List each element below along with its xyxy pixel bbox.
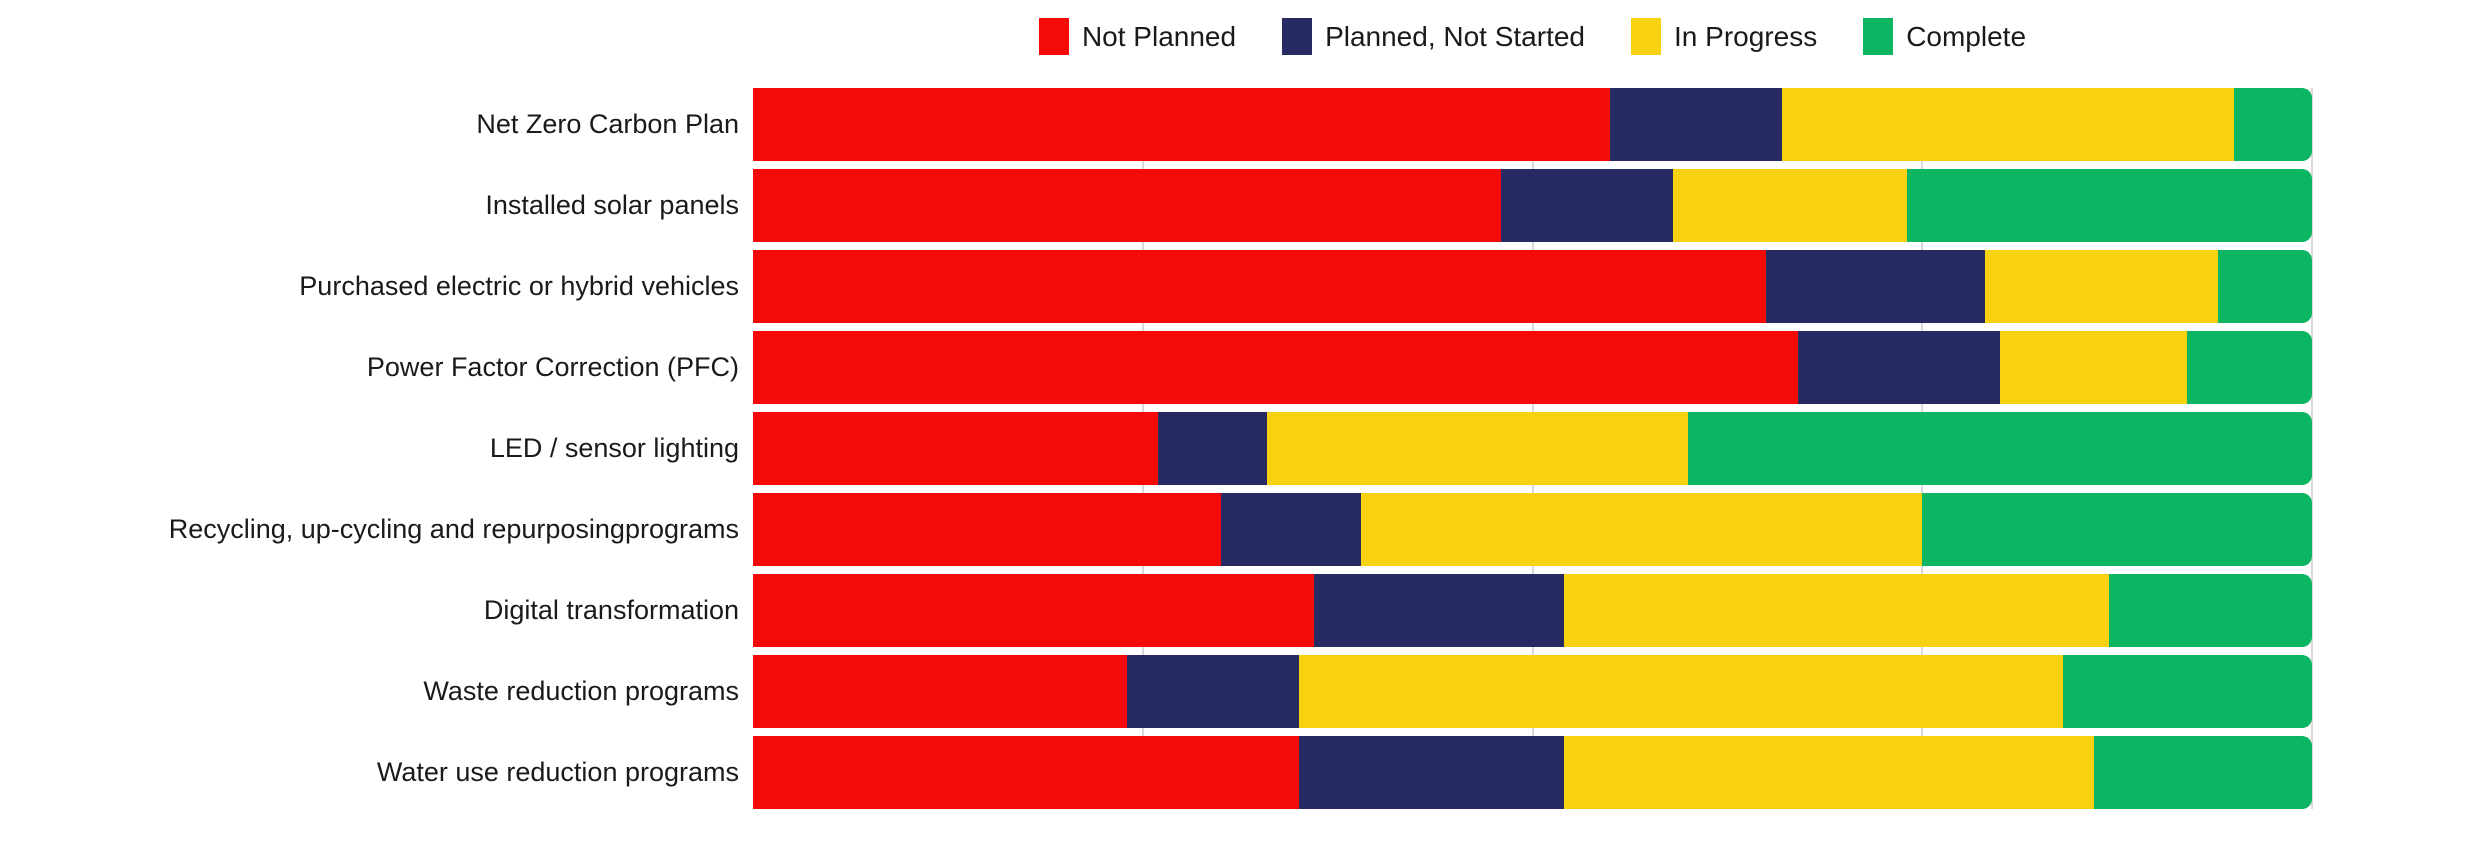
bar-segment bbox=[753, 169, 1502, 242]
bar-segment bbox=[1158, 412, 1268, 485]
bar-segment bbox=[1984, 250, 2219, 323]
bar-row: Net Zero Carbon Plan bbox=[0, 88, 2478, 161]
legend-swatch-yellow bbox=[1631, 18, 1662, 55]
category-label: Water use reduction programs bbox=[376, 756, 739, 787]
plot-area: Net Zero Carbon Plan Installed solar pan… bbox=[0, 88, 2478, 817]
legend-swatch-navy bbox=[1282, 18, 1313, 55]
bar-track bbox=[753, 169, 2312, 242]
legend-item: Planned, Not Started bbox=[1282, 18, 1585, 55]
bar-segment bbox=[2218, 250, 2312, 323]
bar-segment bbox=[1220, 493, 1361, 566]
bar-segment bbox=[2093, 736, 2312, 809]
legend-label: Not Planned bbox=[1081, 20, 1237, 52]
bar-row: Installed solar panels bbox=[0, 169, 2478, 242]
chart-legend: Not Planned Planned, Not Started In Prog… bbox=[753, 18, 2312, 55]
category-label: Waste reduction programs bbox=[423, 675, 739, 706]
bar-track bbox=[753, 655, 2312, 728]
category-label: Purchased electric or hybrid vehicles bbox=[299, 270, 739, 301]
bar-row: Water use reduction programs bbox=[0, 736, 2478, 809]
bar-segment bbox=[1688, 412, 2312, 485]
category-label: Digital transformation bbox=[483, 594, 739, 625]
bar-segment bbox=[753, 574, 1315, 647]
category-label: Net Zero Carbon Plan bbox=[476, 108, 739, 139]
category-label: Installed solar panels bbox=[485, 189, 739, 220]
bar-track bbox=[753, 250, 2312, 323]
bar-row: LED / sensor lighting bbox=[0, 412, 2478, 485]
bar-segment bbox=[1797, 331, 2001, 404]
bar-segment bbox=[753, 331, 1798, 404]
legend-item: Not Planned bbox=[1038, 18, 1237, 55]
bar-segment bbox=[1298, 736, 1564, 809]
legend-item: Complete bbox=[1863, 18, 2026, 55]
bar-segment bbox=[2109, 574, 2312, 647]
bar-segment bbox=[1563, 574, 2110, 647]
bar-segment bbox=[1360, 493, 1923, 566]
bar-segment bbox=[753, 88, 1611, 161]
bar-track bbox=[753, 574, 2312, 647]
bar-track bbox=[753, 736, 2312, 809]
legend-swatch-red bbox=[1038, 18, 1069, 55]
legend-label: Complete bbox=[1906, 20, 2027, 52]
bar-track bbox=[753, 493, 2312, 566]
bar-segment bbox=[1127, 655, 1299, 728]
legend-swatch-green bbox=[1863, 18, 1894, 55]
category-label: Recycling, up-cycling and repurposingpro… bbox=[168, 513, 739, 544]
bar-segment bbox=[1501, 169, 1673, 242]
bar-segment bbox=[1672, 169, 1907, 242]
bar-segment bbox=[1314, 574, 1564, 647]
bar-segment bbox=[753, 250, 1767, 323]
bar-row: Waste reduction programs bbox=[0, 655, 2478, 728]
bar-segment bbox=[1922, 493, 2312, 566]
bar-row: Recycling, up-cycling and repurposingpro… bbox=[0, 493, 2478, 566]
bar-segment bbox=[1781, 88, 2235, 161]
legend-item: In Progress bbox=[1631, 18, 1817, 55]
category-label: Power Factor Correction (PFC) bbox=[366, 351, 739, 382]
bar-segment bbox=[1766, 250, 1985, 323]
bar-segment bbox=[753, 736, 1299, 809]
legend-label: In Progress bbox=[1674, 20, 1818, 52]
bar-track bbox=[753, 331, 2312, 404]
bar-segment bbox=[1298, 655, 2063, 728]
bar-track bbox=[753, 88, 2312, 161]
bar-segment bbox=[1906, 169, 2312, 242]
bar-segment bbox=[2062, 655, 2312, 728]
bar-segment bbox=[2000, 331, 2188, 404]
bar-segment bbox=[1563, 736, 2094, 809]
bar-row: Power Factor Correction (PFC) bbox=[0, 331, 2478, 404]
bar-segment bbox=[753, 412, 1159, 485]
bar-segment bbox=[1610, 88, 1782, 161]
legend-label: Planned, Not Started bbox=[1325, 20, 1586, 52]
bar-track bbox=[753, 412, 2312, 485]
bar-row: Purchased electric or hybrid vehicles bbox=[0, 250, 2478, 323]
category-label: LED / sensor lighting bbox=[489, 432, 739, 463]
bar-row: Digital transformation bbox=[0, 574, 2478, 647]
bar-segment bbox=[2234, 88, 2312, 161]
bar-segment bbox=[753, 493, 1221, 566]
gridline-100-percent bbox=[2311, 88, 2313, 809]
bar-segment bbox=[2187, 331, 2312, 404]
bar-segment bbox=[753, 655, 1128, 728]
bar-segment bbox=[1267, 412, 1689, 485]
